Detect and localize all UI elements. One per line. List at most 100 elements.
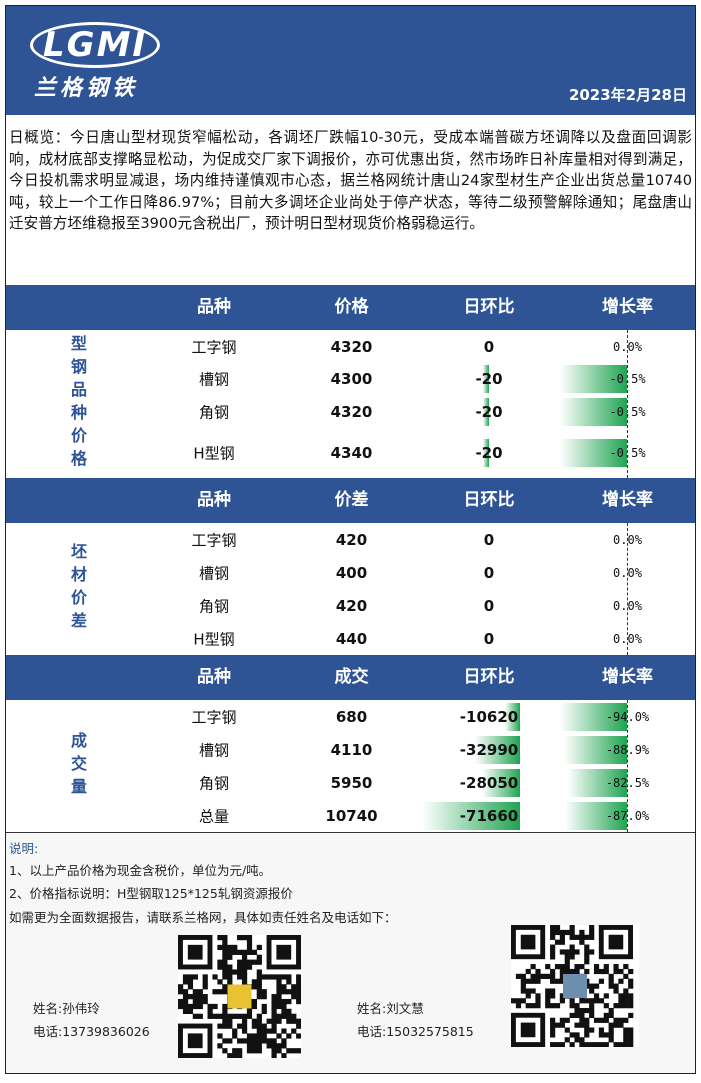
qr-module (237, 1038, 243, 1044)
growth-bar (568, 769, 627, 797)
qr-module (579, 1037, 585, 1043)
qr-module (603, 1012, 609, 1019)
change-bar (422, 802, 520, 830)
qr-module (192, 989, 198, 995)
qr-module (569, 934, 575, 940)
growth-bar (564, 802, 627, 830)
item-value: 440 (335, 630, 368, 648)
qr-module (246, 1038, 253, 1044)
qr-module (261, 1038, 267, 1044)
qr-module (281, 1028, 287, 1034)
item-name: 角钢 (198, 597, 229, 616)
qr-module (559, 968, 565, 975)
qr-module (296, 998, 301, 1005)
qr-module (271, 1003, 277, 1010)
qr-module (222, 959, 228, 965)
qr-module (545, 1003, 551, 1009)
qr-module (187, 994, 194, 1000)
qr-module (192, 998, 198, 1005)
qr-module (569, 954, 575, 960)
qr-module (212, 989, 218, 995)
qr-module (618, 998, 624, 1004)
qr-module (256, 1033, 262, 1039)
qr-module (579, 1012, 585, 1019)
qr-module (256, 1018, 262, 1024)
qr-module (598, 1017, 605, 1023)
qr-module (530, 978, 536, 984)
item-name: 槽钢 (198, 370, 229, 389)
qr-module (227, 1018, 233, 1024)
section-label: 坯材价差 (68, 543, 87, 635)
contact-phone: 电话:15032575815 (357, 1024, 474, 1039)
qr-module (564, 929, 570, 936)
brand: 兰格钢铁 (34, 75, 139, 101)
qr-module (554, 964, 561, 970)
qr-module (187, 944, 203, 960)
qr-module (296, 1018, 301, 1024)
qr-module (187, 974, 194, 980)
qr-module (559, 1022, 565, 1028)
qr-module (296, 1023, 301, 1029)
growth-axis (627, 330, 628, 478)
qr-module (603, 1003, 609, 1009)
qr-module (237, 974, 243, 980)
qr-module (593, 1042, 600, 1047)
qr-module (628, 1042, 634, 1047)
qr-module (628, 1012, 634, 1019)
qr-module (628, 968, 634, 975)
qr-module (286, 998, 292, 1005)
column-header: 品种 (197, 490, 231, 510)
item-name: 槽钢 (198, 564, 229, 583)
qr-module (271, 974, 277, 980)
qr-module (251, 1043, 258, 1049)
qr-module (613, 1042, 619, 1047)
item-change: -20 (475, 444, 503, 462)
qr-module (569, 929, 575, 936)
qr-module (535, 978, 541, 984)
qr-module (271, 1023, 277, 1029)
qr-module (241, 1028, 248, 1034)
qr-module (291, 1048, 297, 1054)
item-value: 420 (335, 531, 368, 549)
qr-module (598, 1032, 605, 1038)
qr-module (197, 1013, 203, 1019)
change-bar (483, 365, 489, 393)
qr-module (628, 998, 634, 1004)
qr-module (603, 1017, 609, 1023)
qr-module (291, 1028, 297, 1034)
qr-module (579, 1022, 585, 1028)
qr-module (271, 1053, 277, 1058)
qr-module (613, 964, 619, 970)
qr-module (246, 1043, 253, 1049)
qr-module (237, 1013, 243, 1019)
qr-module (286, 989, 292, 995)
qr-module (545, 998, 551, 1004)
qr-module (261, 1033, 267, 1039)
qr-module (608, 934, 624, 950)
qr-module (559, 949, 565, 955)
qr-module (613, 1003, 619, 1009)
qr-module (237, 964, 243, 970)
column-header: 增长率 (602, 667, 653, 687)
qr-module (286, 979, 292, 985)
qr-module (593, 993, 600, 999)
item-name: H型钢 (193, 444, 235, 463)
qr-module (256, 1048, 262, 1054)
qr-module (271, 1008, 277, 1015)
item-growth: 0.0% (613, 566, 642, 580)
qr-module (217, 964, 223, 970)
qr-module (237, 1053, 243, 1058)
qr-module (227, 1013, 233, 1019)
qr-module (276, 989, 282, 995)
qr-module (217, 1043, 223, 1049)
qr-module (579, 1042, 585, 1047)
qr-module (608, 983, 614, 989)
qr-module (589, 998, 595, 1004)
qr-module (241, 1013, 248, 1019)
qr-module (281, 1003, 287, 1010)
qr-module (584, 1032, 590, 1038)
qr-module (266, 1028, 272, 1034)
change-bar (505, 703, 520, 731)
qr-module (187, 984, 194, 990)
qr-module (276, 1048, 282, 1054)
